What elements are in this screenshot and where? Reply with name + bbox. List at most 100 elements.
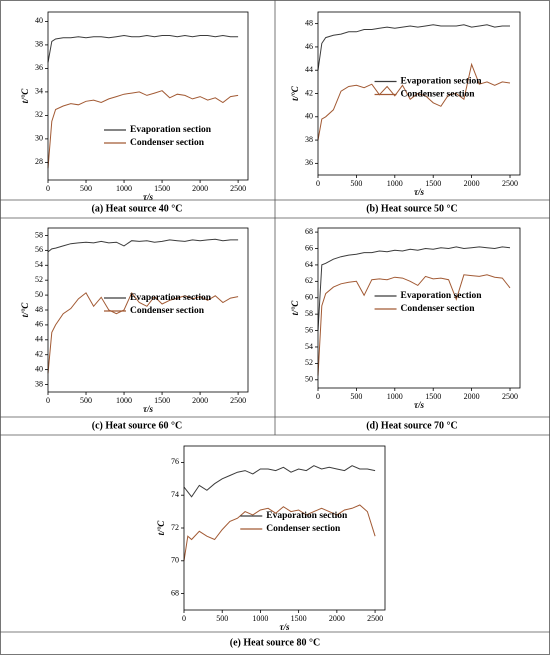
x-tick-label: 1000 xyxy=(387,392,403,401)
x-tick-label: 500 xyxy=(80,184,92,193)
x-tick-label: 0 xyxy=(46,184,50,193)
y-tick-label: 40 xyxy=(305,112,313,121)
x-tick-label: 0 xyxy=(182,614,186,623)
x-tick-label: 1500 xyxy=(425,392,441,401)
legend-label: Condenser section xyxy=(401,304,476,314)
x-tick-label: 2500 xyxy=(230,396,246,405)
y-tick-label: 74 xyxy=(171,490,179,499)
x-axis-label: τ/s xyxy=(143,404,153,414)
plot-frame xyxy=(317,227,521,389)
y-axis-label: t/°C xyxy=(20,88,30,104)
y-tick-label: 50 xyxy=(305,375,313,384)
x-tick-label: 2500 xyxy=(367,614,383,623)
panel-caption: (a) Heat source 40 °C xyxy=(91,203,182,214)
x-axis-label: τ/s xyxy=(143,192,153,202)
y-tick-label: 44 xyxy=(35,335,43,344)
y-tick-label: 56 xyxy=(35,245,43,254)
x-tick-label: 2500 xyxy=(502,392,518,401)
x-tick-label: 1000 xyxy=(252,614,268,623)
y-tick-label: 72 xyxy=(171,523,179,532)
x-axis-label: τ/s xyxy=(280,622,290,632)
legend-label: Condenser section xyxy=(266,524,341,534)
x-tick-label: 2000 xyxy=(192,396,208,405)
series-line xyxy=(183,465,376,498)
legend-label: Condenser section xyxy=(401,90,476,100)
y-tick-label: 28 xyxy=(35,157,43,166)
x-tick-label: 2500 xyxy=(230,184,246,193)
y-tick-label: 58 xyxy=(35,230,43,239)
legend-label: Evaporation section xyxy=(130,125,212,135)
x-tick-label: 0 xyxy=(316,392,320,401)
legend-label: Evaporation section xyxy=(401,77,483,87)
legend-label: Evaporation section xyxy=(401,291,483,301)
series-line xyxy=(183,504,376,561)
y-tick-label: 50 xyxy=(35,290,43,299)
y-tick-label: 44 xyxy=(305,65,313,74)
y-tick-label: 76 xyxy=(171,457,179,466)
y-tick-label: 60 xyxy=(305,293,313,302)
x-tick-label: 2000 xyxy=(464,179,480,188)
x-axis-label: τ/s xyxy=(414,400,424,410)
x-tick-label: 500 xyxy=(350,179,362,188)
y-tick-label: 42 xyxy=(305,88,313,97)
y-tick-label: 38 xyxy=(35,379,43,388)
x-tick-label: 0 xyxy=(46,396,50,405)
x-tick-label: 1500 xyxy=(425,179,441,188)
y-tick-label: 70 xyxy=(171,556,179,565)
y-tick-label: 48 xyxy=(305,18,313,27)
y-tick-label: 36 xyxy=(35,63,43,72)
y-tick-label: 56 xyxy=(305,325,313,334)
series-line xyxy=(317,246,511,331)
plot-frame xyxy=(183,445,386,611)
x-tick-label: 1000 xyxy=(116,396,132,405)
y-tick-label: 30 xyxy=(35,134,43,143)
y-tick-label: 38 xyxy=(35,40,43,49)
y-tick-label: 58 xyxy=(305,309,313,318)
legend-label: Evaporation section xyxy=(130,293,212,303)
x-tick-label: 2000 xyxy=(192,184,208,193)
legend-label: Evaporation section xyxy=(266,511,348,521)
y-tick-label: 48 xyxy=(35,305,43,314)
x-tick-label: 500 xyxy=(350,392,362,401)
y-tick-label: 42 xyxy=(35,350,43,359)
y-tick-label: 40 xyxy=(35,16,43,25)
y-tick-label: 46 xyxy=(35,320,43,329)
y-tick-label: 34 xyxy=(35,87,43,96)
series-line xyxy=(47,34,239,63)
x-tick-label: 1500 xyxy=(154,396,170,405)
y-tick-label: 54 xyxy=(305,342,313,351)
series-line xyxy=(47,238,239,253)
series-line xyxy=(47,90,239,169)
y-tick-label: 32 xyxy=(35,110,43,119)
x-tick-label: 1000 xyxy=(116,184,132,193)
panel-caption: (d) Heat source 70 °C xyxy=(366,420,458,431)
y-axis-label: t/°C xyxy=(290,85,300,101)
y-tick-label: 68 xyxy=(171,588,179,597)
x-tick-label: 1000 xyxy=(387,179,403,188)
x-axis-label: τ/s xyxy=(414,187,424,197)
x-tick-label: 2500 xyxy=(502,179,518,188)
plot-frame xyxy=(47,227,249,393)
x-tick-label: 1500 xyxy=(154,184,170,193)
y-axis-label: t/°C xyxy=(20,302,30,318)
x-tick-label: 2000 xyxy=(464,392,480,401)
x-tick-label: 500 xyxy=(80,396,92,405)
y-tick-label: 36 xyxy=(305,158,313,167)
y-axis-label: t/°C xyxy=(290,300,300,316)
series-line xyxy=(47,291,239,374)
x-tick-label: 1500 xyxy=(291,614,307,623)
y-tick-label: 66 xyxy=(305,243,313,252)
x-tick-label: 500 xyxy=(216,614,228,623)
y-tick-label: 38 xyxy=(305,135,313,144)
legend-label: Condenser section xyxy=(130,306,205,316)
x-tick-label: 0 xyxy=(316,179,320,188)
y-axis-label: t/°C xyxy=(156,520,166,536)
panel-caption: (b) Heat source 50 °C xyxy=(366,203,458,214)
y-tick-label: 52 xyxy=(35,275,43,284)
plot-frame xyxy=(47,11,249,181)
y-tick-label: 64 xyxy=(305,260,313,269)
y-tick-label: 40 xyxy=(35,364,43,373)
legend-label: Condenser section xyxy=(130,138,205,148)
x-tick-label: 2000 xyxy=(329,614,345,623)
y-tick-label: 62 xyxy=(305,276,313,285)
